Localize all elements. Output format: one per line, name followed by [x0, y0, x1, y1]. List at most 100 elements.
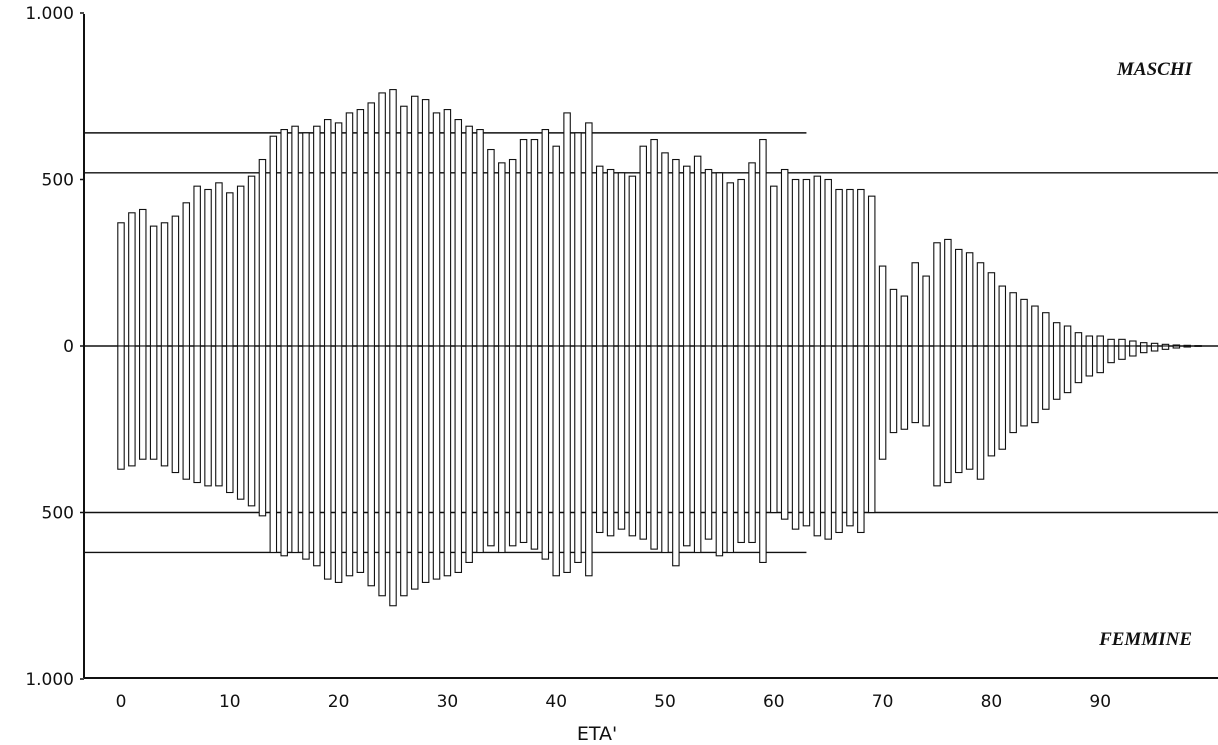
bar-maschi-6: [182, 202, 191, 347]
y-tick-label-2: 0: [63, 337, 74, 357]
bar-femmine-0: [117, 345, 125, 470]
bar-femmine-7: [193, 345, 201, 484]
bar-maschi-44: [595, 165, 604, 347]
bar-maschi-89: [1085, 335, 1094, 347]
bar-maschi-63: [802, 178, 811, 347]
bar-maschi-15: [280, 129, 288, 347]
bar-maschi-31: [454, 119, 463, 347]
bar-maschi-21: [345, 112, 354, 347]
bar-maschi-70: [878, 265, 887, 347]
bar-femmine-1: [128, 345, 136, 467]
bar-maschi-83: [1020, 298, 1028, 347]
bar-maschi-65: [824, 178, 832, 347]
bar-femmine-52: [683, 345, 691, 547]
bar-maschi-84: [1031, 305, 1039, 347]
bar-femmine-10: [226, 345, 234, 494]
bar-maschi-8: [204, 188, 212, 347]
x-tick-label-70: 70: [872, 692, 894, 712]
bar-maschi-2: [139, 208, 147, 347]
x-tick-labels: 0 10 20 30 40 50 60 70 80 90: [116, 692, 1111, 712]
y-tick-label-3: 500: [42, 504, 74, 524]
bar-maschi-30: [443, 109, 452, 347]
bar-maschi-74: [922, 275, 930, 347]
legend-maschi: MASCHI: [1116, 59, 1193, 80]
bar-maschi-56: [726, 182, 735, 347]
bar-femmine-97: [1172, 345, 1181, 349]
bar-femmine-29: [432, 345, 441, 580]
bar-femmine-46: [617, 345, 626, 530]
bar-femmine-12: [247, 345, 256, 507]
bar-maschi-37: [519, 138, 528, 347]
bar-maschi-12: [247, 175, 256, 347]
bar-femmine-24: [378, 345, 386, 597]
bar-maschi-72: [900, 295, 909, 347]
bar-femmine-28: [421, 345, 430, 583]
bar-femmine-81: [998, 345, 1007, 450]
x-tick-label-0: 0: [116, 692, 127, 712]
bar-femmine-89: [1085, 345, 1094, 377]
bar-femmine-59: [759, 345, 767, 563]
bar-femmine-60: [770, 345, 778, 514]
bar-femmine-47: [628, 345, 637, 537]
bar-maschi-82: [1009, 292, 1017, 347]
bar-femmine-68: [857, 345, 865, 534]
bar-femmine-44: [595, 345, 604, 534]
bar-femmine-4: [160, 345, 169, 467]
y-tick-label-4: 1.000: [25, 670, 74, 690]
bar-maschi-48: [639, 145, 647, 347]
bar-femmine-48: [639, 345, 647, 540]
bar-maschi-24: [378, 92, 386, 347]
bar-femmine-40: [552, 345, 560, 577]
bar-maschi-77: [955, 248, 963, 347]
bar-maschi-71: [889, 288, 898, 347]
bar-maschi-85: [1042, 312, 1050, 347]
bar-femmine-72: [900, 345, 909, 430]
bar-maschi-38: [530, 138, 539, 347]
bar-femmine-5: [171, 345, 180, 474]
bar-femmine-73: [911, 345, 919, 424]
bar-maschi-57: [737, 178, 745, 347]
bar-femmine-70: [878, 345, 887, 460]
bar-maschi-34: [487, 148, 495, 347]
bar-femmine-38: [530, 345, 539, 550]
bar-femmine-82: [1009, 345, 1017, 434]
bar-maschi-73: [911, 262, 919, 347]
bar-maschi-33: [476, 129, 484, 347]
bar-maschi-62: [791, 178, 800, 347]
bar-femmine-25: [389, 345, 397, 607]
bar-maschi-43: [585, 122, 593, 347]
x-tick-label-40: 40: [545, 692, 567, 712]
legend-femmine: FEMMINE: [1098, 629, 1192, 650]
bar-maschi-49: [650, 138, 658, 347]
bar-femmine-55: [715, 345, 724, 557]
bar-maschi-3: [149, 225, 158, 347]
bar-maschi-18: [313, 125, 321, 347]
bar-femmine-19: [323, 345, 332, 580]
bar-femmine-23: [367, 345, 375, 587]
y-tick-labels: 1.000 500 0 500 1.000: [25, 4, 84, 690]
x-tick-label-50: 50: [654, 692, 676, 712]
bar-maschi-58: [748, 162, 756, 347]
bar-maschi-41: [563, 112, 571, 347]
bar-femmine-61: [780, 345, 789, 520]
bar-maschi-11: [236, 185, 245, 347]
bar-femmine-15: [280, 345, 288, 557]
bar-maschi-0: [117, 222, 125, 347]
bar-maschi-1: [128, 212, 136, 347]
bar-femmine-35: [498, 345, 506, 554]
bar-femmine-39: [541, 345, 550, 560]
bar-maschi-92: [1118, 338, 1126, 347]
bar-femmine-78: [965, 345, 974, 470]
bar-femmine-17: [302, 345, 310, 560]
bar-femmine-27: [411, 345, 419, 590]
bar-maschi-42: [574, 132, 582, 347]
bar-femmine-22: [356, 345, 365, 573]
bar-femmine-74: [922, 345, 930, 427]
bar-femmine-13: [258, 345, 267, 517]
bar-femmine-67: [846, 345, 854, 527]
bar-femmine-20: [334, 345, 343, 583]
bar-maschi-64: [813, 175, 822, 347]
x-axis-label: ETA': [577, 723, 617, 745]
bar-maschi-75: [933, 242, 941, 347]
bar-femmine-63: [802, 345, 811, 527]
